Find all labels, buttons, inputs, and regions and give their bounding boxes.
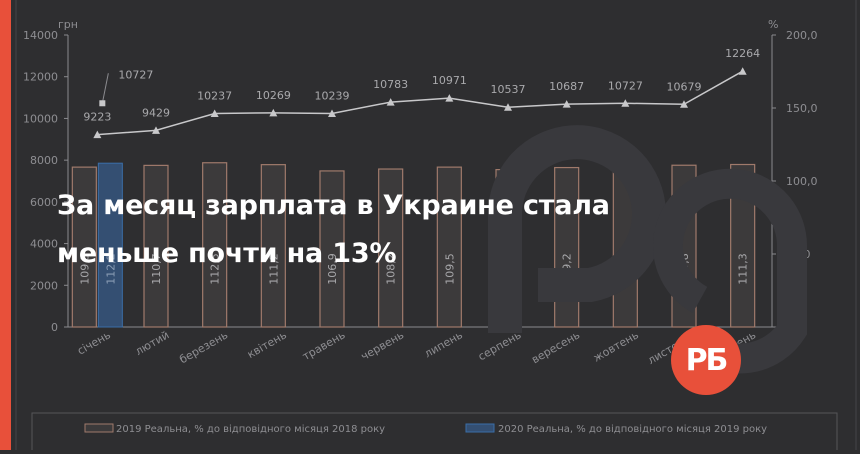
bar-2019-label: 111,2 (267, 253, 280, 285)
line-2019-marker (562, 100, 571, 108)
category-label: лютий (133, 328, 172, 358)
accent-stripe (0, 0, 11, 450)
left-tick-label: 14000 (23, 29, 58, 42)
logo-badge: РБ (671, 325, 741, 395)
line-2019 (97, 70, 744, 136)
line-2019-marker (210, 109, 219, 117)
left-tick-label: 4000 (30, 238, 58, 251)
category-label: квітень (245, 328, 289, 361)
line-2019-value: 10687 (549, 80, 584, 93)
left-tick-label: 8000 (30, 154, 58, 167)
line-2019-marker (269, 108, 278, 117)
bar-2020-label: 112,2 (104, 253, 117, 285)
line-2019-marker (680, 100, 688, 108)
right-axis-unit: % (768, 18, 778, 31)
logo-watermark-g (653, 168, 808, 374)
line-2019-value: 10679 (667, 80, 702, 93)
line-2019-value: 10727 (608, 79, 643, 92)
logo-text: РБ (685, 342, 729, 378)
category-label: травень (300, 328, 347, 363)
line-2020-value: 10727 (118, 68, 153, 81)
line-2019-value: 10537 (491, 83, 526, 96)
category-label: січень (75, 328, 113, 357)
bar-2019-label: 111,3 (737, 253, 750, 285)
category-label: вересень (529, 328, 582, 366)
line-2019-marker (328, 109, 336, 117)
legend-swatch-2020 (465, 423, 495, 433)
line-2019-value: 10237 (197, 89, 232, 102)
left-tick-label: 2000 (30, 279, 58, 292)
line-2020-leader (101, 73, 109, 104)
legend-label-2020: 2020 Реальна, % до відповідного місяця 2… (498, 423, 767, 435)
line-2019-value: 10783 (373, 78, 408, 91)
bar-2019 (260, 164, 286, 328)
line-2019-marker (445, 94, 454, 102)
line-2019-marker (738, 67, 747, 75)
line-2019-value: 9223 (83, 111, 111, 124)
line-2019-marker (386, 98, 395, 106)
left-tick-label: 10000 (23, 112, 58, 125)
bar-2019-label: 106,9 (326, 253, 339, 285)
right-tick-label: 200,0 (786, 29, 818, 42)
bar-2019-label: 112,5 (209, 253, 222, 285)
bar-2019 (436, 166, 462, 328)
legend-box (31, 412, 838, 454)
bar-2020 (97, 162, 123, 328)
line-2019-value: 10239 (315, 89, 350, 102)
line-2019-value: 12264 (725, 47, 760, 60)
line-2019-value: 10971 (432, 74, 467, 87)
line-2020-marker (99, 100, 106, 107)
right-tick-label: 100,0 (786, 175, 818, 188)
category-label: березень (177, 328, 230, 366)
line-2019-value: 9429 (142, 106, 170, 119)
legend-label-2019: 2019 Реальна, % до відповідного місяця 2… (116, 423, 385, 435)
bar-2019-label: 109,5 (78, 253, 91, 285)
line-2019-marker (504, 103, 512, 111)
legend-swatch-2019 (84, 423, 114, 433)
bar-2019-label: 110,7 (150, 253, 163, 285)
left-axis-unit: грн (58, 18, 78, 31)
bar-2019 (319, 170, 345, 328)
category-label: жовтень (591, 328, 641, 364)
category-label: червень (359, 328, 406, 363)
left-tick-label: 12000 (23, 71, 58, 84)
line-2019-marker (621, 99, 630, 107)
line-2019-marker (93, 130, 102, 139)
left-tick-label: 0 (51, 321, 58, 334)
bar-2019-label: 109,5 (443, 253, 456, 285)
logo-watermark-p (487, 125, 666, 333)
bar-2019 (202, 162, 228, 328)
category-label: серпень (476, 328, 524, 363)
line-2019-marker (152, 126, 160, 134)
left-tick-label: 6000 (30, 196, 58, 209)
bar-2019 (71, 166, 97, 328)
right-tick-label: 150,0 (786, 102, 818, 115)
bar-2019 (143, 164, 169, 328)
bar-2019 (378, 168, 404, 328)
bar-2019-label: 108,2 (385, 253, 398, 285)
article-headline[interactable]: За месяц зарплата в Украине стала меньше… (57, 190, 610, 269)
line-2019-value: 10269 (256, 89, 291, 102)
category-label: липень (422, 328, 465, 360)
